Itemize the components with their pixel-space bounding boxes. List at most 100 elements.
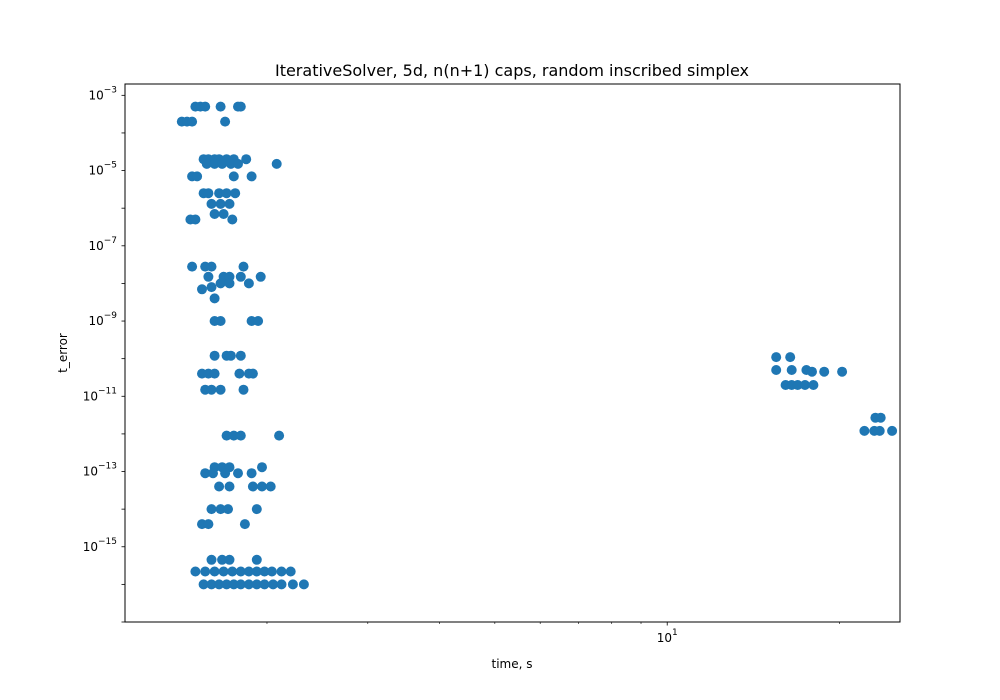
data-point	[228, 171, 239, 182]
data-point	[228, 579, 239, 590]
data-point	[209, 158, 220, 169]
data-point	[251, 566, 262, 577]
data-point	[218, 566, 229, 577]
data-point	[287, 579, 298, 590]
data-point	[234, 368, 245, 379]
data-point	[887, 425, 898, 436]
data-point	[243, 579, 254, 590]
data-point	[819, 366, 830, 377]
data-point	[243, 278, 254, 289]
y-tick-label: 10−5	[88, 161, 117, 178]
data-point	[190, 214, 201, 225]
data-point	[268, 579, 279, 590]
data-point	[218, 209, 229, 219]
data-point	[209, 350, 220, 361]
data-point	[209, 209, 220, 219]
data-point	[786, 365, 797, 375]
data-point	[206, 261, 217, 272]
data-point	[235, 271, 246, 282]
data-point	[215, 198, 226, 209]
data-point	[224, 481, 235, 492]
data-point	[808, 380, 819, 390]
y-tick-label: 10−13	[83, 462, 117, 479]
y-tick-labels: 10−3 10−5 10−7 10−9 10−11 10−13 10−15	[83, 85, 118, 553]
data-point	[187, 261, 198, 272]
plot-area	[124, 83, 901, 623]
data-point	[206, 384, 217, 395]
data-point	[235, 430, 246, 441]
data-point	[209, 566, 220, 577]
data-point	[220, 116, 231, 127]
data-point	[206, 504, 217, 515]
data-point	[235, 579, 246, 590]
data-point	[187, 116, 198, 127]
data-point	[197, 284, 207, 295]
data-point	[276, 566, 287, 577]
data-point	[214, 579, 225, 590]
data-point	[215, 504, 226, 515]
data-point	[214, 188, 225, 199]
data-point	[238, 384, 249, 395]
data-point	[225, 158, 236, 169]
x-tick-labels: 101	[657, 628, 678, 645]
data-point	[265, 481, 276, 492]
data-point	[206, 554, 217, 565]
data-point	[221, 188, 232, 199]
y-axis-label: t_error	[56, 333, 70, 373]
x-tick-label: 101	[657, 628, 678, 645]
data-point	[241, 154, 252, 165]
data-point	[217, 554, 228, 565]
data-point	[206, 282, 217, 293]
data-point	[224, 198, 235, 209]
data-point	[230, 188, 241, 199]
data-point	[800, 380, 810, 390]
y-tick-label: 10−9	[88, 311, 117, 328]
data-point	[251, 554, 262, 565]
data-point	[859, 425, 870, 436]
data-points	[176, 101, 898, 590]
data-point	[298, 579, 309, 590]
data-point	[200, 101, 211, 112]
data-point	[225, 350, 236, 361]
data-point	[227, 566, 238, 577]
data-point	[238, 261, 249, 272]
data-point	[257, 481, 267, 492]
y-tick-label: 10−15	[83, 537, 117, 554]
data-point	[792, 380, 803, 390]
data-point	[221, 430, 232, 441]
chart-title: IterativeSolver, 5d, n(n+1) caps, random…	[275, 61, 749, 80]
data-point	[215, 316, 226, 326]
data-point	[227, 214, 238, 225]
data-point	[215, 101, 226, 112]
data-point	[228, 430, 239, 441]
data-point	[276, 579, 287, 590]
data-point	[253, 316, 264, 326]
data-point	[243, 566, 254, 577]
data-point	[235, 101, 246, 112]
y-ticks	[121, 94, 125, 623]
data-point	[209, 368, 220, 379]
data-point	[266, 566, 277, 577]
data-point	[255, 271, 266, 282]
data-point	[190, 566, 201, 577]
data-point	[246, 171, 257, 182]
data-point	[837, 366, 848, 377]
data-point	[221, 579, 232, 590]
data-point	[285, 566, 296, 577]
data-point	[214, 481, 225, 492]
data-point	[224, 554, 235, 565]
data-point	[209, 293, 220, 304]
data-point	[203, 271, 214, 282]
data-point	[217, 158, 228, 169]
data-point	[198, 579, 209, 590]
data-point	[875, 412, 886, 423]
data-point	[239, 519, 250, 530]
data-point	[215, 384, 226, 395]
data-point	[259, 566, 270, 577]
data-point	[271, 158, 282, 169]
data-point	[233, 468, 243, 479]
data-point	[247, 368, 258, 379]
data-point	[771, 365, 782, 375]
x-axis-label: time, s	[492, 657, 533, 671]
